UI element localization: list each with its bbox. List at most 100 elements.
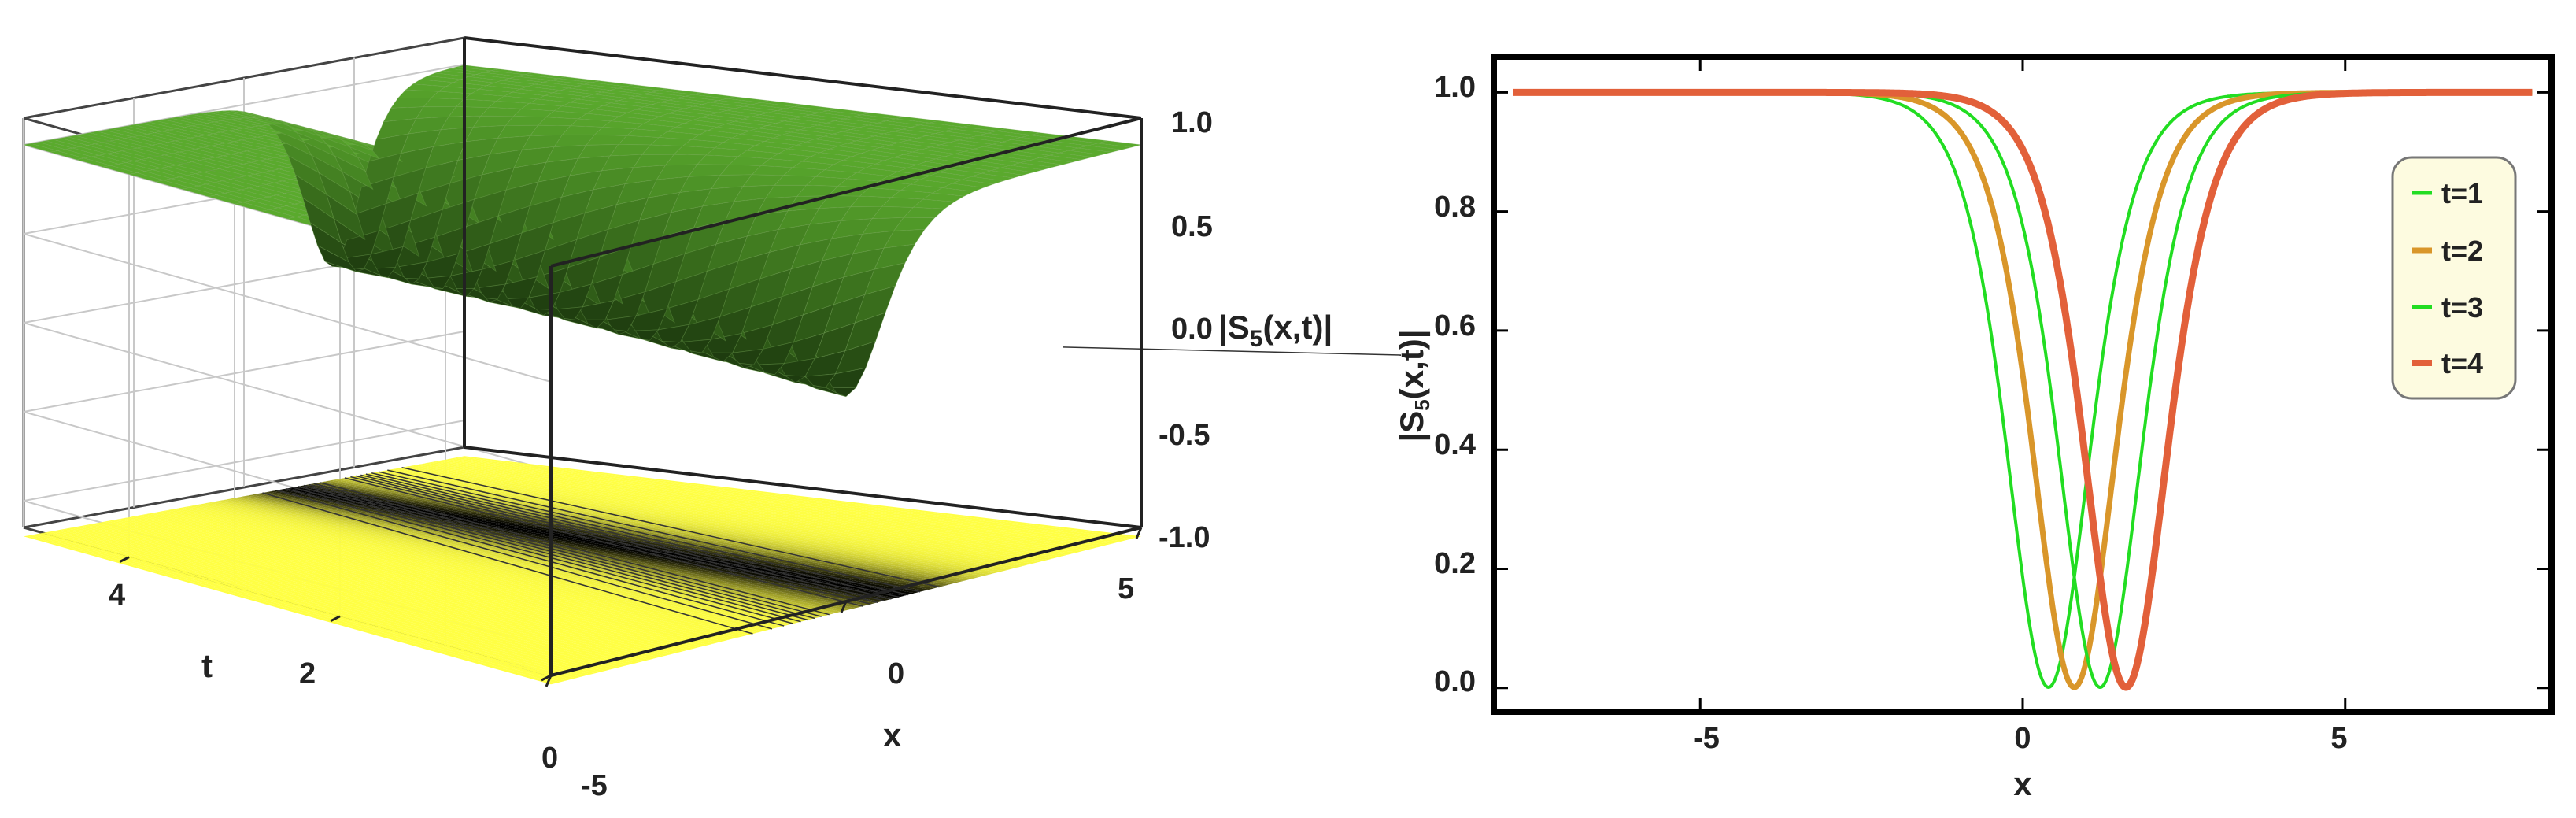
contour-line: [360, 474, 885, 601]
floor-cell: [251, 494, 861, 609]
z-tick-label: -0.5: [1159, 419, 1210, 452]
floor-cell: [75, 526, 625, 668]
floor-cell: [445, 458, 1122, 543]
floor-cell: [112, 520, 674, 655]
surface-patch: [383, 106, 424, 123]
series-line-t2: [1511, 89, 2534, 690]
plot-box-front-edges: [463, 36, 1143, 677]
floor-cell: [31, 534, 566, 683]
x-tick-label: -5: [581, 769, 608, 802]
tick-mark: [1135, 527, 1143, 539]
floor-cell: [321, 481, 955, 585]
legend-label-t2: t=2: [2441, 235, 2483, 267]
legend-label-t3: t=3: [2441, 291, 2483, 324]
surface-plot-3d: 1.0 0.5 0.0 -0.5 -1.0 |S5(x,t)| -5 0 5 x…: [22, 36, 1401, 802]
surface-mesh: [23, 65, 1142, 398]
contour-line: [387, 469, 921, 593]
floor-cell: [90, 524, 645, 663]
floor-cell: [42, 532, 581, 679]
contour-line: [344, 477, 863, 607]
floor-cell: [453, 457, 1132, 540]
floor-cell: [214, 501, 812, 620]
tick-mark: [541, 674, 552, 682]
floor-cell: [156, 511, 734, 640]
floor-cell: [38, 533, 576, 679]
floor-cell: [108, 520, 670, 657]
floor-cell: [361, 474, 1009, 572]
floor-cell: [159, 511, 738, 639]
axis-ticks-2d: [1494, 57, 2552, 712]
floor-cell: [225, 498, 826, 617]
surface-patch: [405, 83, 447, 92]
floor-cell: [343, 477, 984, 577]
floor-cell: [196, 504, 788, 627]
contour-line: [262, 492, 753, 635]
axis-ticks-3d: [119, 527, 1143, 687]
surface-patch: [279, 139, 320, 174]
surface-patch: [111, 127, 147, 136]
surface-patch: [155, 119, 192, 128]
floor-cell: [82, 524, 635, 665]
floor-cell: [57, 529, 601, 674]
floor-cell: [115, 519, 679, 654]
floor-cell: [398, 467, 1058, 559]
floor-cell: [273, 490, 891, 601]
floor-cell: [27, 535, 561, 683]
floor-cell: [449, 457, 1127, 542]
floor-cell: [192, 505, 782, 628]
floor-cell: [104, 520, 664, 657]
y-tick-label: 0.4: [1434, 428, 1476, 461]
contour-line: [292, 487, 793, 624]
floor-cell: [456, 457, 1136, 539]
floor-cell: [233, 498, 837, 614]
box-edge: [550, 117, 1142, 268]
z-tick-label: -1.0: [1159, 521, 1210, 554]
floor-cell: [60, 529, 605, 672]
floor-cell: [416, 464, 1082, 553]
x-axis-label: x: [883, 716, 902, 753]
surface-patch: [23, 143, 58, 153]
tick-mark: [840, 601, 848, 613]
floor-cell: [130, 516, 699, 649]
floor-cell: [174, 508, 758, 635]
legend: t=1 t=2 t=3 t=4: [2391, 156, 2517, 400]
floor-cell: [185, 506, 773, 631]
floor-cell: [71, 527, 620, 668]
floor-cell: [64, 528, 611, 672]
series-line-t4: [1510, 88, 2535, 691]
floor-cell: [350, 476, 994, 575]
surface-patch: [419, 76, 461, 83]
floor-cell: [97, 522, 655, 660]
contour-line: [1063, 346, 1401, 356]
legend-label-t1: t=1: [2441, 177, 2483, 209]
floor-cell: [401, 466, 1063, 557]
box-edge: [464, 446, 1142, 529]
y-tick-label: 1.0: [1434, 71, 1476, 104]
contour-line: [319, 482, 830, 616]
floor-cell: [365, 473, 1014, 570]
floor-cell: [335, 479, 974, 580]
contour-line: [355, 475, 878, 603]
floor-cell: [262, 492, 876, 605]
contour-line: [285, 487, 785, 627]
x-tick-label: -5: [1693, 722, 1720, 755]
y-tick-label: 0.2: [1434, 547, 1476, 580]
floor-cell: [49, 531, 590, 676]
floor-cell: [427, 462, 1097, 549]
floor-cell: [302, 484, 930, 591]
z-tick-label: 0.5: [1171, 210, 1213, 243]
floor-cell: [24, 535, 556, 685]
floor-cell: [317, 482, 950, 586]
contour-line: [350, 476, 871, 605]
floor-cell: [409, 465, 1073, 555]
tick-mark: [545, 675, 553, 687]
floor-cell: [141, 514, 714, 646]
surface-patch: [104, 128, 140, 138]
z-tick-label: 1.0: [1171, 106, 1213, 139]
floor-cell: [203, 502, 797, 624]
floor-cell: [170, 509, 753, 635]
surface-patch: [53, 137, 88, 147]
floor-cell: [46, 531, 586, 677]
x-tick-label: 5: [2330, 722, 2347, 755]
